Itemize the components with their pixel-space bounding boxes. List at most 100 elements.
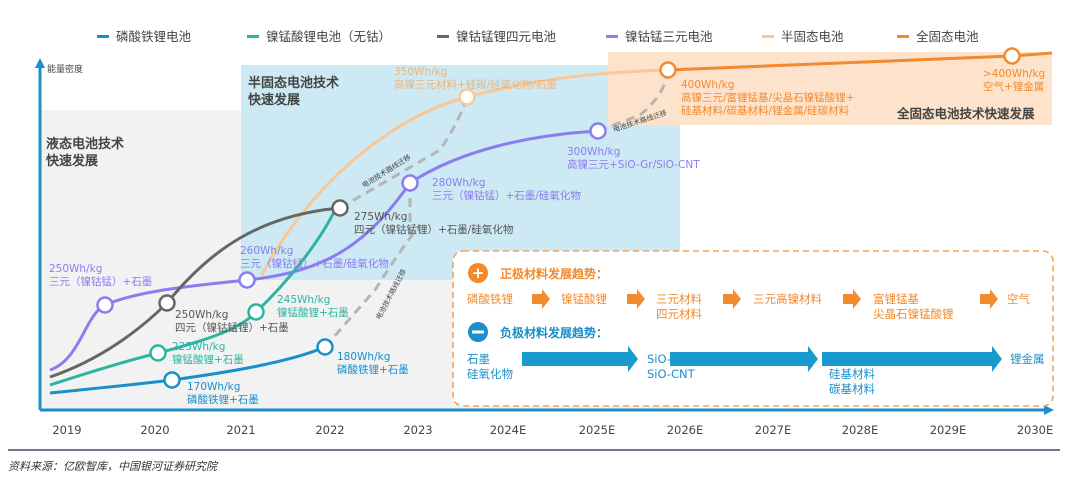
node-quat1 xyxy=(158,294,176,312)
node-label-ncm3: 三元（镍钴锰）+石墨/硅氧化物 xyxy=(432,189,581,202)
cathode-step: 空气 xyxy=(1007,292,1030,306)
node-label-solid2: 空气+锂金属 xyxy=(983,80,1044,93)
arrow-right-icon xyxy=(670,346,818,372)
legend-label: 磷酸铁锂电池 xyxy=(116,29,192,44)
y-axis-arrow xyxy=(35,58,45,68)
node-label-solid1: 硅基材料/碳基材料/锂金属/硅碳材料 xyxy=(681,104,850,117)
cathode-step: 磷酸铁锂 xyxy=(467,292,513,306)
node-label-lfp1: 170Wh/kg xyxy=(187,381,240,393)
x-tick-label: 2024E xyxy=(490,423,527,437)
legend-swatch xyxy=(762,35,774,38)
anode-step: SiO-CNT xyxy=(647,367,696,381)
x-tick-label: 2021 xyxy=(226,423,255,437)
legend-swatch xyxy=(437,35,449,38)
trend-box xyxy=(452,250,1054,407)
node-label-lfp2: 180Wh/kg xyxy=(337,351,390,363)
node-label-ncm1: 三元（镍钴锰）+石墨 xyxy=(49,275,152,288)
node-ncm3 xyxy=(401,174,419,192)
node-label-solid2: >400Wh/kg xyxy=(983,68,1045,80)
liquid-region-title-2: 快速发展 xyxy=(46,153,99,169)
arrow-right-icon xyxy=(980,289,998,309)
node-quat2 xyxy=(331,199,349,217)
x-axis-arrow xyxy=(1044,405,1054,415)
node-ncm1 xyxy=(96,296,114,314)
node-label-ncm2: 三元（镍钴锰）+石墨/硅氧化物 xyxy=(240,257,389,270)
node-label-lfp2: 磷酸铁锂+石墨 xyxy=(337,363,409,376)
node-label-lfp1: 磷酸铁锂+石墨 xyxy=(187,393,259,406)
node-lnmo2 xyxy=(247,303,265,321)
cathode-step: 富锂锰基 xyxy=(873,292,919,306)
arrow-right-icon xyxy=(843,289,861,309)
arrow-right-icon xyxy=(522,346,638,372)
cathode-trend-title: 正极材料发展趋势： xyxy=(500,266,608,281)
plus-icon xyxy=(468,263,488,283)
node-label-quat2: 275Wh/kg xyxy=(354,211,407,223)
x-tick-label: 2025E xyxy=(579,423,616,437)
legend-label: 镍锰酸锂电池（无钴） xyxy=(266,29,391,44)
y-axis-label: 能量密度 xyxy=(47,63,83,75)
node-solid1 xyxy=(659,61,677,79)
node-label-quat2: 四元（镍钴锰锂）+石墨/硅氧化物 xyxy=(354,223,513,236)
curve-lnmo xyxy=(49,211,336,387)
node-label-semi1: 高镍三元材料+硅碳/硅氧化物/石墨 xyxy=(394,78,557,91)
node-lfp1 xyxy=(163,371,181,389)
node-label-ncm4: 高镍三元+SiO-Gr/SiO-CNT xyxy=(567,158,700,171)
arrow-right-icon xyxy=(627,289,645,309)
node-label-lnmo1: 225Wh/kg xyxy=(172,341,225,353)
node-label-quat1: 四元（镍钴锰锂）+石墨 xyxy=(175,321,289,334)
arrow-right-icon xyxy=(532,289,550,309)
legend-swatch xyxy=(897,35,909,38)
node-ncm2 xyxy=(238,271,256,289)
anode-step: 锂金属 xyxy=(1010,352,1045,366)
migration-dash-lfp xyxy=(323,224,422,348)
x-tick-label: 2023 xyxy=(403,423,432,437)
node-label-ncm4: 300Wh/kg xyxy=(567,146,620,158)
anode-step: 石墨 xyxy=(467,352,490,366)
node-semi1 xyxy=(458,88,476,106)
node-label-semi1: 350Wh/kg xyxy=(394,66,447,78)
legend-label: 半固态电池 xyxy=(781,29,844,44)
semi-region-title-2: 快速发展 xyxy=(248,92,301,108)
legend-swatch xyxy=(247,35,259,38)
arrow-right-icon xyxy=(723,289,741,309)
solid-region-title: 全固态电池技术快速发展 xyxy=(896,106,1035,121)
node-label-ncm2: 260Wh/kg xyxy=(240,245,293,257)
node-label-lnmo2: 245Wh/kg xyxy=(277,294,330,306)
anode-trend-title: 负极材料发展趋势： xyxy=(500,325,608,340)
legend-label: 全固态电池 xyxy=(916,29,979,44)
anode-step: 硅氧化物 xyxy=(467,367,513,381)
x-tick-label: 2019 xyxy=(52,423,81,437)
legend-label: 镍钴锰三元电池 xyxy=(625,29,713,44)
plus-icon-glyph: + xyxy=(472,264,485,282)
x-tick-label: 2027E xyxy=(755,423,792,437)
legend-label: 镍钴锰锂四元电池 xyxy=(456,29,557,44)
node-ncm4 xyxy=(589,122,607,140)
node-label-solid1: 400Wh/kg xyxy=(681,79,734,91)
cathode-step: 镍锰酸锂 xyxy=(561,292,607,306)
node-label-solid1: 高镍三元/富锂锰基/尖晶石镍锰酸锂+ xyxy=(681,91,854,104)
node-label-quat1: 250Wh/kg xyxy=(175,309,228,321)
legend-swatch xyxy=(97,35,109,38)
node-solid2 xyxy=(1003,47,1021,65)
x-tick-label: 2028E xyxy=(842,423,879,437)
arrow-right-icon xyxy=(822,346,1002,372)
node-label-ncm1: 250Wh/kg xyxy=(49,263,102,275)
x-tick-label: 2022 xyxy=(315,423,344,437)
anode-step: 硅基材料 xyxy=(829,367,875,381)
semi-region-title-1: 半固态电池技术 xyxy=(248,75,339,91)
node-lfp2 xyxy=(316,338,334,356)
legend-swatch xyxy=(606,35,618,38)
node-label-lnmo2: 镍锰酸锂+石墨 xyxy=(277,306,349,319)
cathode-step: 三元材料 xyxy=(656,292,702,306)
x-tick-label: 2030E xyxy=(1017,423,1054,437)
cathode-step: 三元高镍材料 xyxy=(753,292,822,306)
anode-step: 碳基材料 xyxy=(829,382,875,396)
node-label-lnmo1: 镍锰酸锂+石墨 xyxy=(172,353,244,366)
x-tick-label: 2026E xyxy=(667,423,704,437)
minus-icon-glyph xyxy=(472,330,484,334)
liquid-region-title-1: 液态电池技术 xyxy=(46,136,124,152)
cathode-step: 四元材料 xyxy=(656,307,702,321)
node-label-ncm3: 280Wh/kg xyxy=(432,177,485,189)
